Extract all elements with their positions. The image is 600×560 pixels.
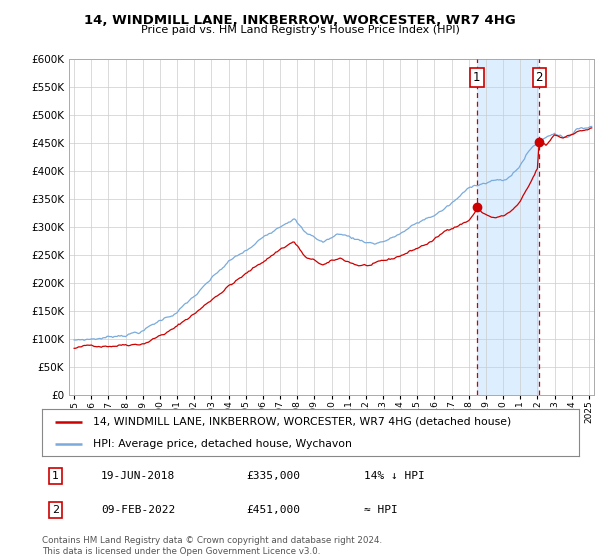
Text: 1: 1 (473, 71, 481, 84)
Text: HPI: Average price, detached house, Wychavon: HPI: Average price, detached house, Wych… (93, 438, 352, 449)
Text: £335,000: £335,000 (246, 471, 300, 481)
Text: 09-FEB-2022: 09-FEB-2022 (101, 505, 175, 515)
Bar (477, 59, 539, 395)
Text: 1: 1 (52, 471, 59, 481)
Text: 14% ↓ HPI: 14% ↓ HPI (364, 471, 425, 481)
Text: 2: 2 (52, 505, 59, 515)
Text: 2: 2 (536, 71, 543, 84)
Text: 19-JUN-2018: 19-JUN-2018 (101, 471, 175, 481)
Text: 14, WINDMILL LANE, INKBERROW, WORCESTER, WR7 4HG: 14, WINDMILL LANE, INKBERROW, WORCESTER,… (84, 14, 516, 27)
Text: 14, WINDMILL LANE, INKBERROW, WORCESTER, WR7 4HG (detached house): 14, WINDMILL LANE, INKBERROW, WORCESTER,… (93, 417, 511, 427)
Text: Price paid vs. HM Land Registry's House Price Index (HPI): Price paid vs. HM Land Registry's House … (140, 25, 460, 35)
Text: Contains HM Land Registry data © Crown copyright and database right 2024.
This d: Contains HM Land Registry data © Crown c… (42, 536, 382, 556)
Text: £451,000: £451,000 (246, 505, 300, 515)
Text: ≈ HPI: ≈ HPI (364, 505, 398, 515)
